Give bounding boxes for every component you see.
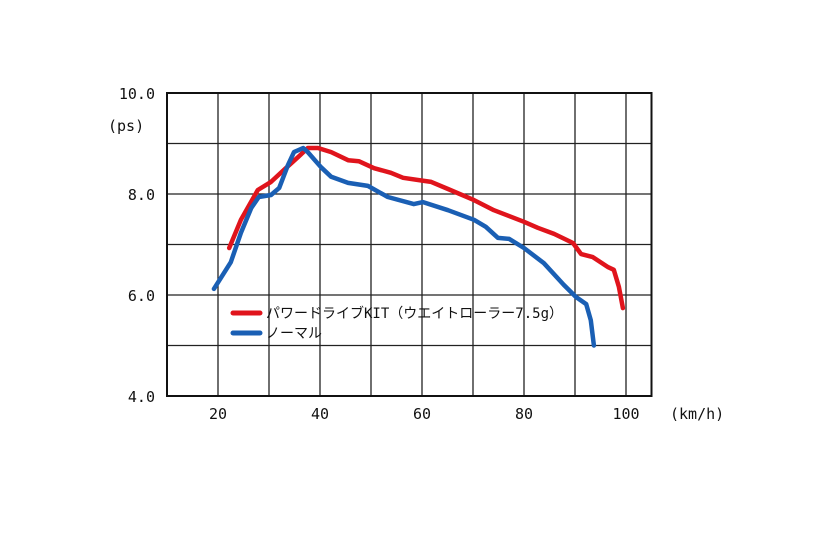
x-axis-label: (km/h) (670, 405, 724, 423)
y-tick-label: 6.0 (128, 287, 155, 305)
y-tick-label: 10.0 (119, 85, 155, 103)
legend: パワードライブKIT（ウエイトローラー7.5g） ノーマル (230, 305, 563, 342)
x-tick-label: 80 (515, 405, 533, 423)
y-tick-labels: 4.0 6.0 8.0 10.0 (119, 85, 155, 406)
series-line-normal (211, 145, 597, 348)
grid (167, 93, 652, 396)
y-tick-label: 4.0 (128, 388, 155, 406)
plot-border (166, 92, 653, 397)
y-tick-label: 8.0 (128, 186, 155, 204)
x-tick-label: 20 (209, 405, 227, 423)
x-tick-label: 60 (413, 405, 431, 423)
x-tick-labels: 20 40 60 80 100 (209, 405, 640, 423)
y-axis-label: (ps) (108, 117, 144, 135)
series-layer (211, 145, 626, 348)
series-line-kit (226, 145, 626, 311)
legend-label: ノーマル (266, 326, 322, 342)
x-tick-label: 100 (612, 405, 639, 423)
legend-label: パワードライブKIT（ウエイトローラー7.5g） (266, 305, 563, 322)
x-tick-label: 40 (311, 405, 329, 423)
